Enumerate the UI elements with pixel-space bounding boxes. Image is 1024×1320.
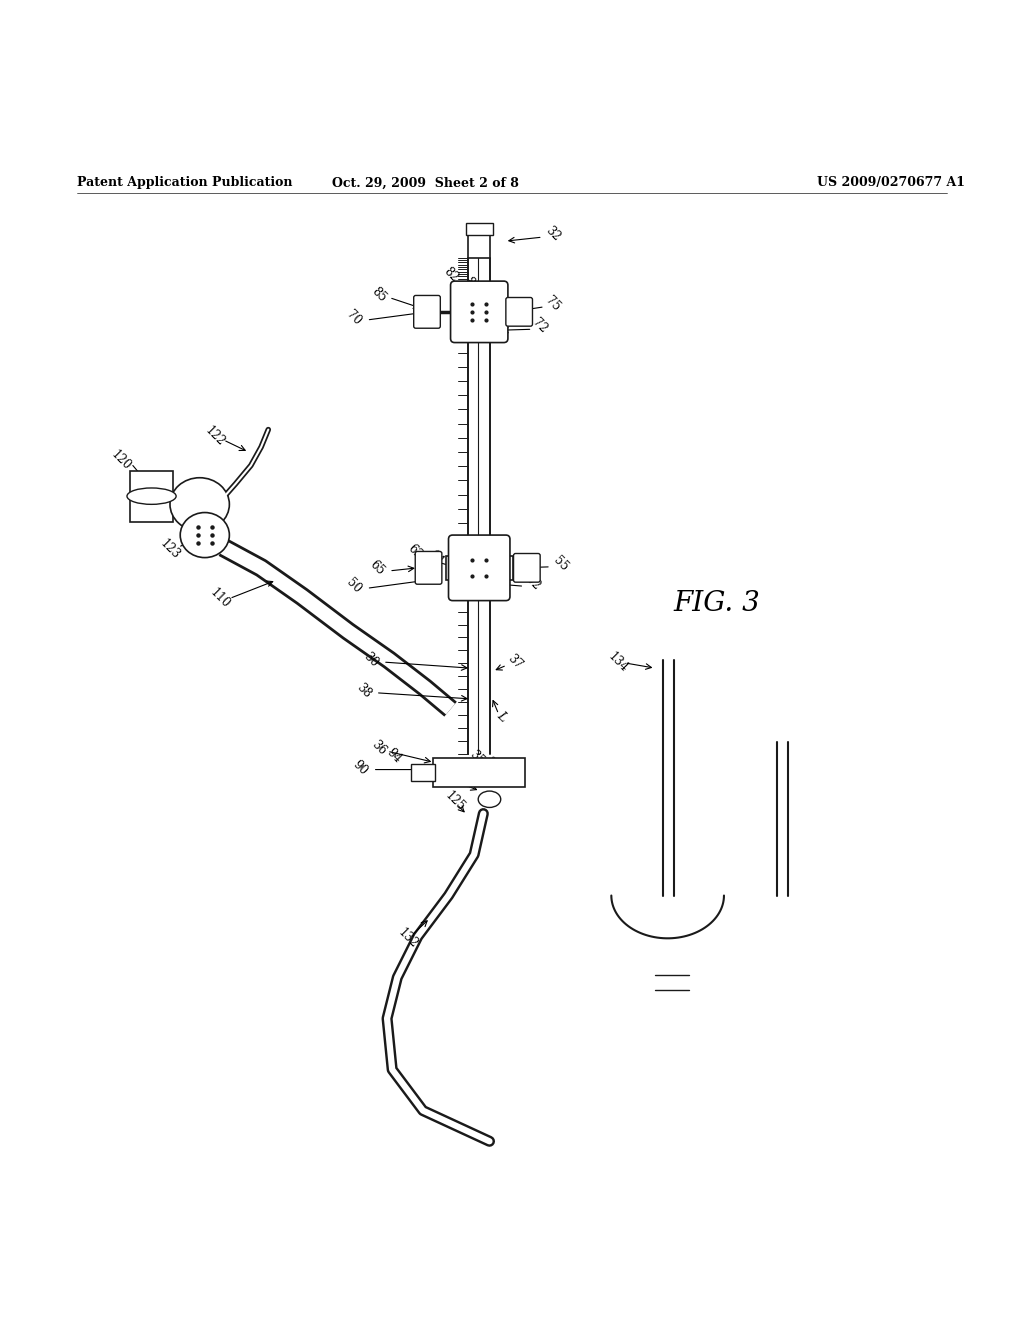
Text: 85: 85 (369, 285, 389, 305)
Text: 122: 122 (203, 424, 227, 449)
Text: L: L (495, 709, 509, 723)
Text: 123: 123 (158, 537, 182, 562)
Bar (468, 235, 490, 257)
Bar (466, 223, 493, 235)
Text: 37: 37 (505, 652, 525, 672)
Text: 70: 70 (343, 308, 364, 327)
FancyBboxPatch shape (449, 535, 510, 601)
Text: 125: 125 (442, 789, 467, 813)
Text: 62: 62 (404, 541, 425, 561)
Text: 110: 110 (208, 586, 232, 611)
Text: 90: 90 (350, 758, 371, 777)
Text: 52: 52 (522, 573, 543, 593)
Bar (433, 758, 525, 787)
Ellipse shape (180, 512, 229, 557)
Bar (446, 556, 512, 579)
Bar (130, 470, 173, 521)
Text: 120: 120 (109, 447, 133, 473)
Text: 94: 94 (384, 746, 404, 766)
FancyBboxPatch shape (506, 297, 532, 326)
Text: 65: 65 (367, 558, 387, 578)
Text: 50: 50 (343, 577, 364, 597)
Text: 38: 38 (353, 681, 374, 701)
FancyBboxPatch shape (414, 296, 440, 329)
Text: 32: 32 (543, 224, 563, 244)
Bar (411, 764, 435, 781)
Text: 84: 84 (462, 276, 482, 296)
Text: 55: 55 (551, 554, 571, 574)
Ellipse shape (478, 791, 501, 808)
Text: 72: 72 (529, 317, 550, 337)
Text: FIG. 3: FIG. 3 (674, 590, 760, 618)
Ellipse shape (170, 478, 229, 531)
Text: 36: 36 (369, 738, 389, 758)
Text: 35: 35 (467, 748, 487, 768)
Text: 30: 30 (360, 651, 381, 669)
Text: Patent Application Publication: Patent Application Publication (77, 177, 292, 189)
Text: 82: 82 (440, 265, 461, 285)
Text: US 2009/0270677 A1: US 2009/0270677 A1 (817, 177, 965, 189)
Text: 34: 34 (481, 755, 502, 775)
Text: 64: 64 (426, 548, 446, 568)
FancyBboxPatch shape (416, 552, 442, 585)
FancyBboxPatch shape (451, 281, 508, 343)
Text: Oct. 29, 2009  Sheet 2 of 8: Oct. 29, 2009 Sheet 2 of 8 (332, 177, 518, 189)
Text: 92: 92 (455, 771, 475, 791)
Ellipse shape (127, 488, 176, 504)
Text: 132: 132 (395, 927, 420, 950)
FancyBboxPatch shape (514, 553, 541, 582)
Text: 75: 75 (543, 294, 563, 314)
Text: 134: 134 (606, 649, 631, 675)
